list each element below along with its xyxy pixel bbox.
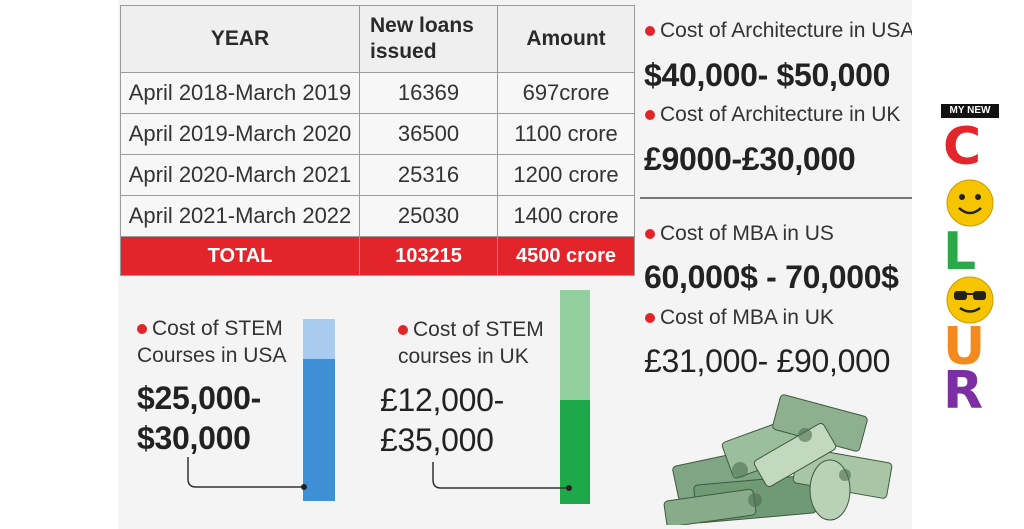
- label-text: Cost of Architecture in USA: [660, 19, 912, 42]
- table-cell: 16369: [359, 72, 498, 114]
- logo-top-text: MY NEW: [941, 104, 999, 118]
- table-cell: 1100 crore: [497, 113, 635, 155]
- table-cell: 25030: [359, 195, 498, 237]
- table-cell: April 2020-March 2021: [120, 154, 360, 196]
- stem-uk-cost: £12,000- £35,000: [380, 380, 504, 460]
- arch-uk-label: Cost of Architecture in UK: [645, 101, 900, 128]
- table-cell: 25316: [359, 154, 498, 196]
- loans-table: YEAR New loans issued Amount April 2018-…: [120, 5, 635, 276]
- stem-usa-bar-fill: [303, 359, 335, 501]
- stem-uk-bar-fill: [560, 400, 590, 504]
- logo-letter-u: U: [943, 317, 986, 377]
- bullet-icon: [645, 110, 655, 121]
- table-cell: April 2019-March 2020: [120, 113, 360, 155]
- label-text: Cost of Architecture in UK: [660, 103, 901, 126]
- label-text: Cost of MBA in US: [660, 222, 834, 245]
- logo-letter-r: R: [943, 361, 984, 421]
- arch-usa-label: Cost of Architecture in USA: [645, 17, 912, 44]
- bullet-icon: [645, 26, 655, 37]
- stem-usa-cost: $25,000- $30,000: [137, 378, 261, 458]
- total-amount: 4500 crore: [497, 236, 635, 276]
- divider: [640, 197, 912, 199]
- column-header-amount: Amount: [497, 5, 635, 73]
- stem-usa-bar-top: [303, 319, 335, 359]
- total-row: TOTAL 103215 4500 crore: [120, 236, 635, 276]
- smiley-face-icon: [946, 179, 994, 227]
- table-row: April 2021-March 2022 25030 1400 crore: [120, 195, 635, 237]
- table-cell: 697crore: [497, 72, 635, 114]
- logo-letter-l: L: [943, 222, 977, 282]
- label-text: Cost of STEM: [152, 317, 283, 340]
- mba-us-cost: 60,000$ - 70,000$: [644, 259, 899, 295]
- table-row: April 2019-March 2020 36500 1100 crore: [120, 113, 635, 155]
- table-cell: 1200 crore: [497, 154, 635, 196]
- stem-uk-connector: [432, 462, 572, 491]
- table-row: April 2020-March 2021 25316 1200 crore: [120, 154, 635, 196]
- label-text: Courses in USA: [137, 344, 287, 367]
- total-label: TOTAL: [120, 236, 360, 276]
- stem-usa-label: Cost of STEM Courses in USA: [137, 315, 286, 369]
- label-text: Cost of MBA in UK: [660, 306, 834, 329]
- table-cell: 36500: [359, 113, 498, 155]
- table-header-row: YEAR New loans issued Amount: [120, 5, 635, 73]
- arch-usa-cost: $40,000- $50,000: [644, 57, 891, 93]
- table-cell: April 2018-March 2019: [120, 72, 360, 114]
- table-row: April 2018-March 2019 16369 697crore: [120, 72, 635, 114]
- table-cell: 1400 crore: [497, 195, 635, 237]
- cost-text: £35,000: [380, 422, 494, 458]
- cost-text: £12,000-: [380, 382, 504, 418]
- column-header-new-loans: New loans issued: [359, 5, 498, 73]
- arch-uk-cost: £9000-£30,000: [644, 141, 856, 177]
- bullet-icon: [645, 313, 655, 324]
- bullet-icon: [645, 229, 655, 240]
- total-loans: 103215: [359, 236, 498, 276]
- cost-text: $25,000-: [137, 380, 261, 416]
- stem-uk-label: Cost of STEM courses in UK: [398, 316, 544, 370]
- bullet-icon: [398, 325, 408, 336]
- sunglasses-face-icon: [946, 276, 994, 324]
- mba-us-label: Cost of MBA in US: [645, 220, 834, 247]
- column-header-year: YEAR: [120, 5, 360, 73]
- stem-usa-connector: [187, 457, 307, 490]
- mba-uk-label: Cost of MBA in UK: [645, 304, 834, 331]
- money-stack-icon: [663, 394, 893, 525]
- stem-uk-bar-top: [560, 290, 590, 400]
- label-text: Cost of STEM: [413, 318, 544, 341]
- cost-text: $30,000: [137, 420, 251, 456]
- table-cell: April 2021-March 2022: [120, 195, 360, 237]
- bullet-icon: [137, 324, 147, 335]
- mba-uk-cost: £31,000- £90,000: [644, 343, 891, 379]
- label-text: courses in UK: [398, 345, 529, 368]
- logo-letter-c: C: [943, 117, 982, 177]
